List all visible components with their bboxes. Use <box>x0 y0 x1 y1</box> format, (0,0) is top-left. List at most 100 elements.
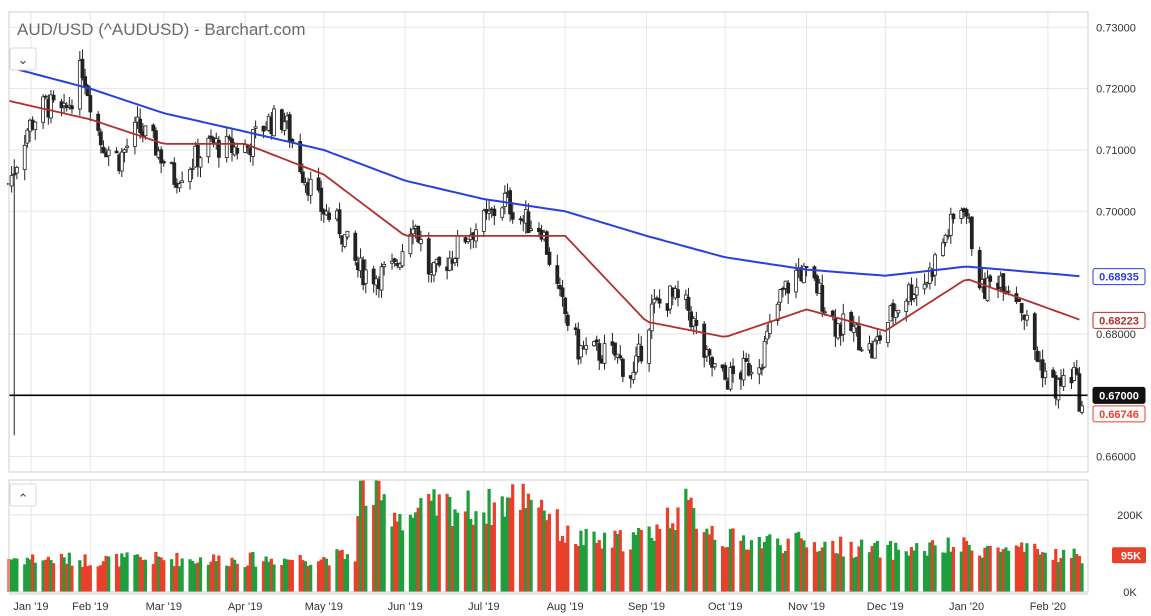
volume-bar <box>196 562 200 592</box>
candle-body <box>298 140 303 173</box>
volume-bar <box>306 565 310 592</box>
volume-bar <box>162 560 166 592</box>
volume-bar <box>80 566 85 592</box>
volume-bar <box>469 518 473 592</box>
candle-body <box>287 114 292 142</box>
volume-bar <box>435 515 439 592</box>
volume-bar <box>629 549 633 592</box>
candle-body <box>379 266 384 291</box>
volume-bar <box>492 502 496 592</box>
volume-bar <box>720 546 725 592</box>
volume-bar <box>282 558 287 592</box>
price-label-box <box>1092 311 1146 329</box>
volume-bar <box>988 545 992 592</box>
volume-bar <box>33 562 37 592</box>
candle-body <box>576 329 581 360</box>
volume-bar <box>673 530 677 592</box>
volume-bar <box>353 561 357 592</box>
volume-panel-frame <box>8 479 1089 593</box>
volume-bar <box>602 532 607 592</box>
volume-bar <box>964 540 969 592</box>
volume-bar <box>288 559 292 592</box>
candle-body <box>106 149 111 157</box>
candle-body <box>453 258 457 264</box>
candle-body <box>922 283 927 290</box>
candle-body <box>560 287 565 298</box>
volume-bar <box>781 553 785 592</box>
volume-bar <box>652 540 656 592</box>
volume-bar <box>445 493 449 592</box>
candle-body <box>943 234 948 243</box>
volume-bar <box>62 557 66 592</box>
candle-body <box>382 264 387 267</box>
volume-bar <box>41 560 45 592</box>
volume-bar <box>558 540 562 592</box>
candle-body <box>9 175 14 187</box>
plot-frame <box>8 11 1089 595</box>
volume-bar <box>637 527 641 592</box>
volume-bar <box>316 561 321 592</box>
volume-bar <box>676 507 680 592</box>
volume-bar <box>143 559 148 592</box>
collapse-price-panel-button[interactable]: ⌄ <box>9 47 37 71</box>
volume-bar <box>1014 545 1019 592</box>
price-label: 0.66746 <box>1099 409 1139 421</box>
collapse-volume-panel-button[interactable]: ⌃ <box>9 483 37 507</box>
candle-body <box>253 126 258 129</box>
candle-body <box>88 95 93 113</box>
volume-bar <box>983 547 987 592</box>
candle-body <box>502 192 507 207</box>
volume-bar <box>170 559 174 592</box>
volume-bar <box>922 550 927 592</box>
volume-bar <box>904 551 908 592</box>
volume-bar <box>340 549 344 592</box>
candle-body <box>455 235 460 259</box>
x-tick-label: Nov '19 <box>788 601 825 613</box>
candle-body <box>765 330 770 340</box>
x-tick-label: Aug '19 <box>547 601 584 613</box>
volume-bar <box>214 561 218 592</box>
candle-body <box>1074 368 1079 375</box>
volume-bar <box>272 564 276 592</box>
volume-bar <box>172 566 176 592</box>
price-label-box <box>1092 268 1146 286</box>
volume-bar <box>107 556 111 592</box>
volume-bar <box>526 493 531 592</box>
volume-bar <box>133 554 137 592</box>
volume-axis-ticks: 200K 0K <box>1117 510 1143 599</box>
volume-bar <box>545 520 549 592</box>
candle-body <box>573 327 578 330</box>
volume-bar <box>248 552 252 592</box>
volume-bar <box>783 550 788 592</box>
candle-body <box>154 130 158 156</box>
candle-body <box>25 129 30 144</box>
volume-bar <box>364 505 368 592</box>
volume-bar <box>933 545 937 592</box>
candle-body <box>14 166 19 174</box>
volume-bar <box>1035 548 1040 592</box>
volume-bar <box>560 535 565 592</box>
volume-bar <box>713 539 717 592</box>
candle-body <box>933 254 937 276</box>
candle-body <box>1040 359 1045 379</box>
candles <box>7 49 1084 436</box>
volume-bar <box>946 537 950 592</box>
volume-bar <box>1017 546 1021 592</box>
y-tick-label: 0.73000 <box>1096 22 1136 34</box>
candle-body <box>702 323 707 358</box>
volume-bar <box>206 564 210 592</box>
candle-body <box>620 358 625 377</box>
volume-bar <box>267 561 271 592</box>
volume-bar <box>547 513 552 592</box>
volume-bar <box>372 504 376 592</box>
volume-bar <box>930 540 935 592</box>
volume-bar <box>518 509 523 592</box>
volume-bar <box>78 560 82 592</box>
candle-body <box>518 218 523 221</box>
candle-body <box>526 211 531 234</box>
volume-bar <box>949 551 953 592</box>
candle-body <box>746 363 751 376</box>
volume-bar <box>985 545 990 592</box>
volume-bar <box>335 549 339 592</box>
candle-body <box>33 121 38 131</box>
